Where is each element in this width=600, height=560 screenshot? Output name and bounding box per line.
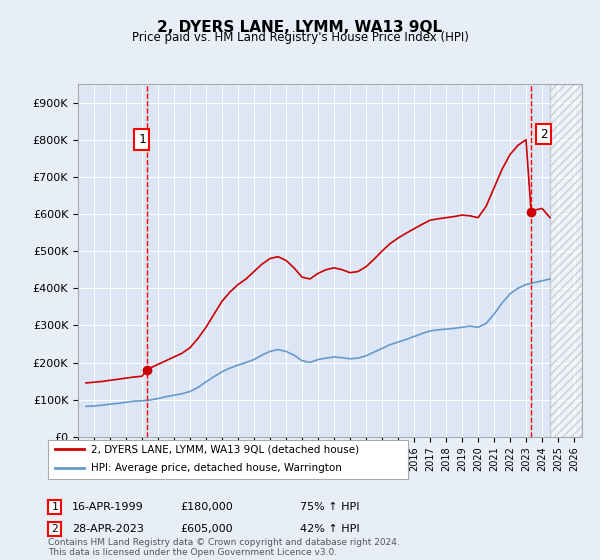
Text: 1: 1 xyxy=(138,133,146,146)
Text: 1: 1 xyxy=(51,502,58,511)
Text: £180,000: £180,000 xyxy=(180,502,233,512)
Text: Contains HM Land Registry data © Crown copyright and database right 2024.
This d: Contains HM Land Registry data © Crown c… xyxy=(48,538,400,557)
Text: HPI: Average price, detached house, Warrington: HPI: Average price, detached house, Warr… xyxy=(91,463,342,473)
Text: Price paid vs. HM Land Registry's House Price Index (HPI): Price paid vs. HM Land Registry's House … xyxy=(131,31,469,44)
Text: 2: 2 xyxy=(51,524,58,534)
Text: 2, DYERS LANE, LYMM, WA13 9QL (detached house): 2, DYERS LANE, LYMM, WA13 9QL (detached … xyxy=(91,445,359,454)
Text: 75% ↑ HPI: 75% ↑ HPI xyxy=(300,502,359,512)
Text: 2: 2 xyxy=(540,128,548,141)
Text: £605,000: £605,000 xyxy=(180,524,233,534)
Text: 16-APR-1999: 16-APR-1999 xyxy=(72,502,144,512)
Text: 28-APR-2023: 28-APR-2023 xyxy=(72,524,144,534)
Bar xyxy=(550,84,582,437)
Text: 2, DYERS LANE, LYMM, WA13 9QL: 2, DYERS LANE, LYMM, WA13 9QL xyxy=(157,20,443,35)
Text: 42% ↑ HPI: 42% ↑ HPI xyxy=(300,524,359,534)
